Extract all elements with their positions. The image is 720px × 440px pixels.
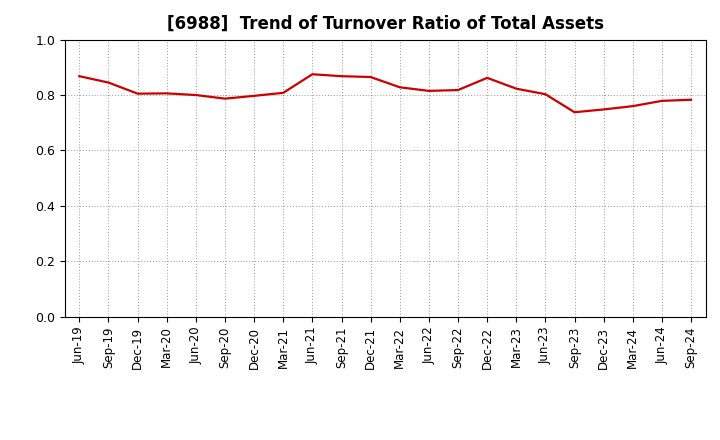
Title: [6988]  Trend of Turnover Ratio of Total Assets: [6988] Trend of Turnover Ratio of Total … <box>167 15 603 33</box>
